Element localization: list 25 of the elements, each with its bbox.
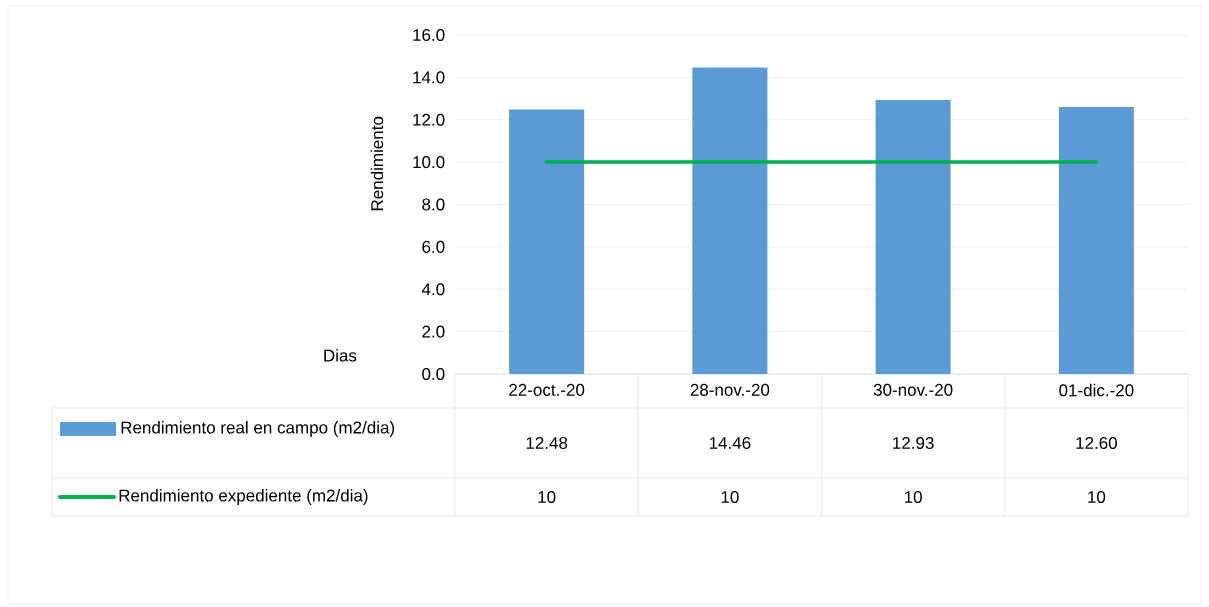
x-tick-label: 30-nov.-20 [873, 383, 953, 396]
x-axis-title: Dias [324, 349, 357, 362]
y-tick-label: 8.0 [422, 198, 445, 211]
x-tick-label: 01-dic.-20 [1059, 383, 1134, 397]
data-label: 10 [1088, 490, 1106, 504]
y-tick-label: 16.0 [413, 28, 445, 42]
y-axis-title: Rendimiento [370, 116, 384, 211]
legend-label: Rendimiento real en campo (m2/dia) [121, 421, 395, 437]
x-tick-label: 22-oct.-20 [509, 383, 585, 396]
data-label: 10 [904, 490, 922, 504]
y-tick-label: 0.0 [422, 367, 445, 381]
y-tick-label: 4.0 [421, 283, 445, 296]
y-tick-label: 10.0 [413, 156, 445, 169]
y-tick-label: 14.0 [413, 71, 445, 84]
legend-label: Rendimiento expediente (m2/dia) [119, 489, 368, 505]
data-label: 10 [538, 490, 556, 504]
data-label: 12.48 [526, 436, 568, 450]
data-label: 10 [721, 490, 739, 504]
data-label: 12.93 [893, 436, 934, 450]
x-tick-label: 28-nov.-20 [690, 383, 770, 396]
y-tick-label: 12.0 [413, 113, 445, 126]
y-tick-label: 2.0 [422, 325, 445, 338]
y-tick-label: 6.0 [422, 240, 445, 253]
data-label: 12.60 [1076, 436, 1117, 450]
data-label: 14.46 [709, 436, 751, 450]
